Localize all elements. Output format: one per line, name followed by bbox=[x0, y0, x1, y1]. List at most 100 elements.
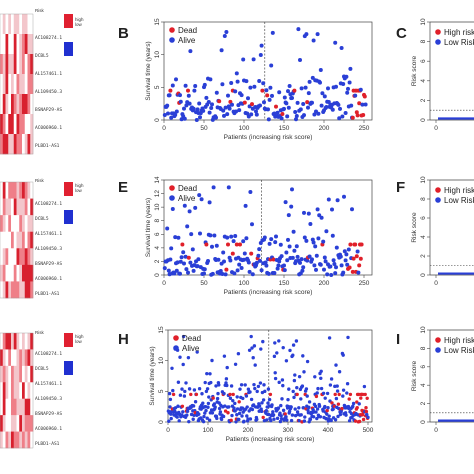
point-alive bbox=[282, 95, 287, 100]
heatmap-cell bbox=[2, 74, 6, 95]
point-alive bbox=[233, 89, 238, 94]
gene-label: PLBD1-AS1 bbox=[35, 291, 60, 297]
point-alive bbox=[197, 412, 201, 416]
point-dead bbox=[171, 392, 176, 397]
point-alive bbox=[214, 115, 218, 120]
point-alive bbox=[343, 258, 348, 263]
point-alive bbox=[207, 418, 212, 422]
point-alive bbox=[241, 396, 245, 401]
point-alive bbox=[176, 235, 181, 240]
point-alive bbox=[315, 407, 320, 411]
heatmap-cell bbox=[22, 74, 26, 95]
point-alive bbox=[210, 271, 215, 276]
point-alive bbox=[275, 416, 280, 421]
point-alive bbox=[333, 418, 338, 422]
point-alive bbox=[178, 99, 183, 104]
heatmap-cell bbox=[0, 74, 4, 95]
point-alive bbox=[215, 416, 219, 421]
x-tick-label: 400 bbox=[323, 427, 334, 434]
heatmap-cell bbox=[27, 94, 31, 115]
heatmap-cell bbox=[16, 94, 20, 115]
point-alive bbox=[287, 84, 292, 89]
point-dead bbox=[354, 110, 359, 115]
point-alive bbox=[195, 350, 199, 354]
heatmap-cell bbox=[11, 114, 15, 135]
point-alive bbox=[203, 411, 207, 415]
point-alive bbox=[215, 396, 220, 401]
heatmap-cell bbox=[30, 198, 34, 216]
scatter-panel-H: 0 100 200 300 400 500 0 5 10 15 Patients (increasi… bbox=[149, 326, 374, 443]
heatmap-cell bbox=[24, 54, 28, 75]
point-alive bbox=[248, 417, 253, 421]
point-alive bbox=[264, 409, 269, 413]
point-alive bbox=[258, 103, 262, 108]
point-alive bbox=[267, 97, 272, 102]
point-alive bbox=[214, 90, 219, 95]
point-alive bbox=[191, 404, 196, 408]
point-alive bbox=[276, 263, 281, 268]
point-alive bbox=[281, 408, 286, 413]
heatmap-cell bbox=[11, 231, 15, 249]
point-dead bbox=[347, 265, 352, 270]
point-alive bbox=[299, 397, 303, 401]
y-tick-label: 6 bbox=[420, 216, 427, 220]
point-alive bbox=[326, 197, 331, 202]
point-alive bbox=[188, 49, 193, 54]
legend-high-swatch bbox=[64, 182, 73, 196]
heatmap-cell bbox=[5, 134, 9, 155]
point-alive bbox=[207, 395, 211, 399]
point-dead bbox=[204, 242, 209, 247]
point-alive bbox=[209, 380, 213, 385]
point-alive bbox=[210, 102, 214, 107]
point-alive bbox=[307, 400, 312, 404]
point-alive bbox=[342, 249, 347, 254]
point-dead bbox=[186, 255, 191, 260]
point-alive bbox=[235, 395, 239, 399]
heatmap-cell bbox=[13, 198, 17, 216]
point-alive bbox=[249, 334, 253, 339]
heatmap-cell bbox=[22, 365, 26, 383]
heatmap-cell bbox=[2, 114, 6, 135]
heatmap-cell bbox=[16, 215, 20, 233]
point-alive bbox=[279, 414, 283, 418]
point-alive bbox=[222, 354, 227, 358]
point-alive bbox=[302, 370, 306, 374]
point-dead bbox=[305, 100, 310, 105]
point-alive bbox=[302, 235, 307, 240]
point-alive bbox=[335, 389, 340, 393]
point-alive bbox=[212, 233, 217, 238]
point-alive bbox=[197, 193, 202, 198]
heatmap-cell bbox=[5, 382, 9, 400]
point-alive bbox=[261, 81, 266, 86]
panel-label-F: F bbox=[396, 179, 405, 196]
heatmap-cell bbox=[0, 349, 4, 367]
point-alive bbox=[183, 83, 188, 88]
gene-label: AL109450.3 bbox=[35, 396, 62, 402]
point-alive bbox=[184, 267, 189, 272]
heatmap-frame bbox=[0, 332, 34, 449]
heatmap-cell bbox=[2, 134, 6, 155]
point-dead bbox=[314, 394, 319, 399]
y-axis-label: Risk score bbox=[411, 55, 418, 86]
point-dead bbox=[283, 412, 287, 416]
point-alive bbox=[275, 266, 280, 271]
heatmap-cell bbox=[13, 182, 17, 199]
scatter-panel-E: 0 50 100 150 200 250 0 2 4 6 8 10 12 14 Patients (incr… bbox=[145, 176, 373, 296]
heatmap-cell bbox=[30, 231, 34, 249]
x-tick-label: 200 bbox=[243, 427, 254, 434]
heatmap-cell bbox=[22, 198, 26, 216]
heatmap-cell bbox=[30, 14, 34, 35]
legend-alive-marker bbox=[169, 195, 175, 201]
heatmap-cell bbox=[19, 182, 23, 199]
point-alive bbox=[305, 394, 309, 398]
heatmap-cell bbox=[0, 382, 4, 400]
point-alive bbox=[265, 418, 269, 422]
point-alive bbox=[346, 335, 350, 340]
heatmap-cell bbox=[27, 349, 31, 367]
legend-mid-swatch bbox=[64, 347, 73, 361]
heatmap-cell bbox=[16, 333, 20, 350]
point-alive bbox=[317, 404, 322, 408]
point-alive bbox=[198, 115, 202, 120]
heatmap-cell bbox=[30, 54, 34, 75]
x-tick-label: 100 bbox=[239, 280, 250, 287]
